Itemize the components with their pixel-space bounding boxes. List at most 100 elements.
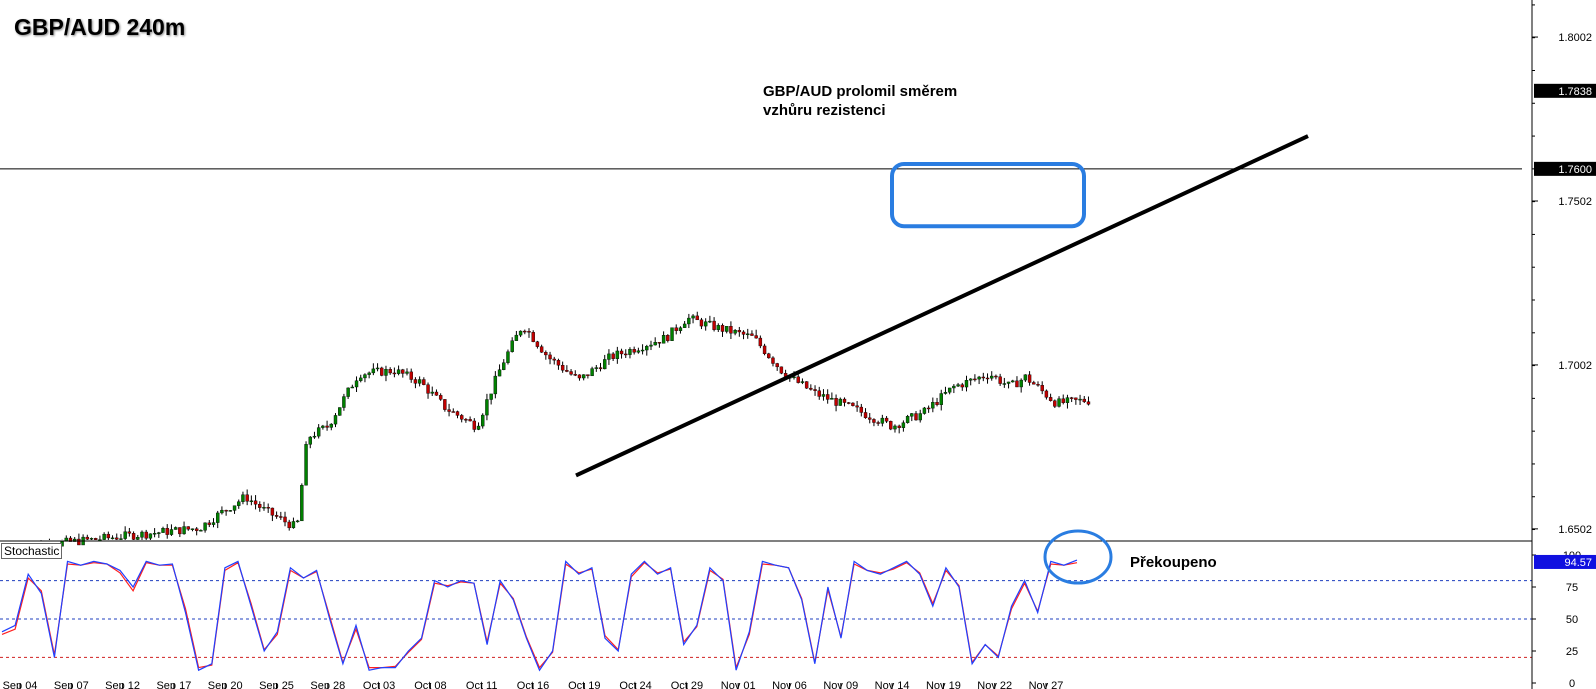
bear-candle <box>754 335 758 339</box>
main-pane <box>0 134 1522 549</box>
bull-candle <box>746 333 750 336</box>
bull-candle <box>901 422 906 428</box>
resistance-price-badge-label: 1.7600 <box>1558 164 1592 176</box>
bear-candle <box>817 390 821 397</box>
bear-candle <box>577 374 582 379</box>
bull-candle <box>1019 379 1023 388</box>
bull-candle <box>1006 381 1011 384</box>
bear-candle <box>1044 390 1049 398</box>
bear-candle <box>464 419 468 421</box>
bull-candle <box>136 537 140 540</box>
bear-candle <box>1040 385 1044 392</box>
bear-candle <box>859 406 864 413</box>
bull-candle <box>691 315 695 319</box>
bull-candle <box>308 436 312 445</box>
bear-candle <box>1061 398 1065 403</box>
time-tick-label: Sep 12 <box>105 680 140 689</box>
current-price-badge-bg <box>1534 83 1596 98</box>
bear-candle <box>842 398 847 403</box>
bull-candle <box>581 374 586 379</box>
bull-candle <box>228 510 233 512</box>
bear-candle <box>855 405 859 408</box>
bear-candle <box>388 369 392 374</box>
bull-candle <box>148 533 153 539</box>
bear-candle <box>804 381 809 389</box>
bull-candle <box>649 344 653 347</box>
bull-candle <box>510 340 514 352</box>
bear-candle <box>1082 398 1086 402</box>
bull-candle <box>232 505 237 511</box>
bear-candle <box>266 507 270 509</box>
price-tick-label: 1.8002 <box>1558 32 1592 44</box>
bear-candle <box>535 341 540 347</box>
bear-candle <box>68 537 73 542</box>
bull-candle <box>640 349 645 352</box>
bull-candle <box>211 522 216 525</box>
bear-candle <box>422 379 426 385</box>
bear-candle <box>548 354 552 360</box>
bull-candle <box>703 321 708 327</box>
bear-candle <box>876 422 880 424</box>
stoch-tick-label: 75 <box>1566 582 1578 594</box>
bear-candle <box>426 384 430 394</box>
bear-candle <box>447 409 451 412</box>
bear-candle <box>666 335 670 341</box>
bull-candle <box>350 386 355 389</box>
bear-candle <box>632 349 636 353</box>
bull-candle <box>947 387 952 393</box>
overbought-annotation: Překoupeno <box>1130 554 1217 571</box>
bull-candle <box>977 376 981 380</box>
time-tick-label: Nov 01 <box>721 680 756 689</box>
bull-candle <box>682 323 687 328</box>
bear-candle <box>472 420 477 430</box>
bear-candle <box>1074 397 1078 400</box>
bear-candle <box>325 425 329 428</box>
stochastic-levels <box>0 580 1532 658</box>
time-tick-label: Oct 03 <box>363 680 395 689</box>
bear-candle <box>758 337 763 347</box>
bear-candle <box>565 370 569 372</box>
bear-candle <box>287 521 291 529</box>
time-tick-label: Sep 28 <box>310 680 345 689</box>
time-tick-label: Sep 04 <box>3 680 38 689</box>
bear-candle <box>283 516 287 523</box>
bear-candle <box>1048 397 1053 401</box>
time-tick-label: Oct 08 <box>414 680 446 689</box>
bull-candle <box>905 416 910 423</box>
bull-candle <box>628 349 632 355</box>
bear-candle <box>131 533 136 540</box>
bull-candle <box>485 399 489 416</box>
bull-candle <box>893 425 897 430</box>
bull-candle <box>199 530 203 532</box>
bear-candle <box>279 516 283 518</box>
bear-candle <box>85 536 90 540</box>
bear-candle <box>985 377 990 380</box>
bull-candle <box>1011 380 1015 383</box>
bear-candle <box>695 315 699 321</box>
current-price-badge-label: 1.7838 <box>1558 86 1592 98</box>
bear-candle <box>1069 397 1074 399</box>
bear-candle <box>762 345 767 355</box>
time-tick-label: Sep 07 <box>54 680 89 689</box>
bear-candle <box>451 411 455 413</box>
bull-candle <box>880 417 885 424</box>
bear-candle <box>897 425 901 428</box>
bear-candle <box>872 419 876 423</box>
bear-candle <box>127 531 132 534</box>
bull-candle <box>716 325 720 330</box>
bull-candle <box>321 425 325 428</box>
bull-candle <box>157 532 161 534</box>
bear-candle <box>1086 401 1091 405</box>
bull-candle <box>800 381 805 383</box>
bear-candle <box>455 411 460 416</box>
price-axis: 1.80021.75021.70021.65021.76001.78381007… <box>1531 0 1596 689</box>
bull-candle <box>931 402 935 409</box>
bull-candle <box>119 538 123 540</box>
bull-candle <box>161 528 165 533</box>
bull-candle <box>497 369 502 377</box>
bear-candle <box>712 320 716 330</box>
bull-candle <box>405 371 409 374</box>
bear-candle <box>1053 400 1057 407</box>
bear-candle <box>434 391 439 396</box>
bull-candle <box>123 531 127 539</box>
